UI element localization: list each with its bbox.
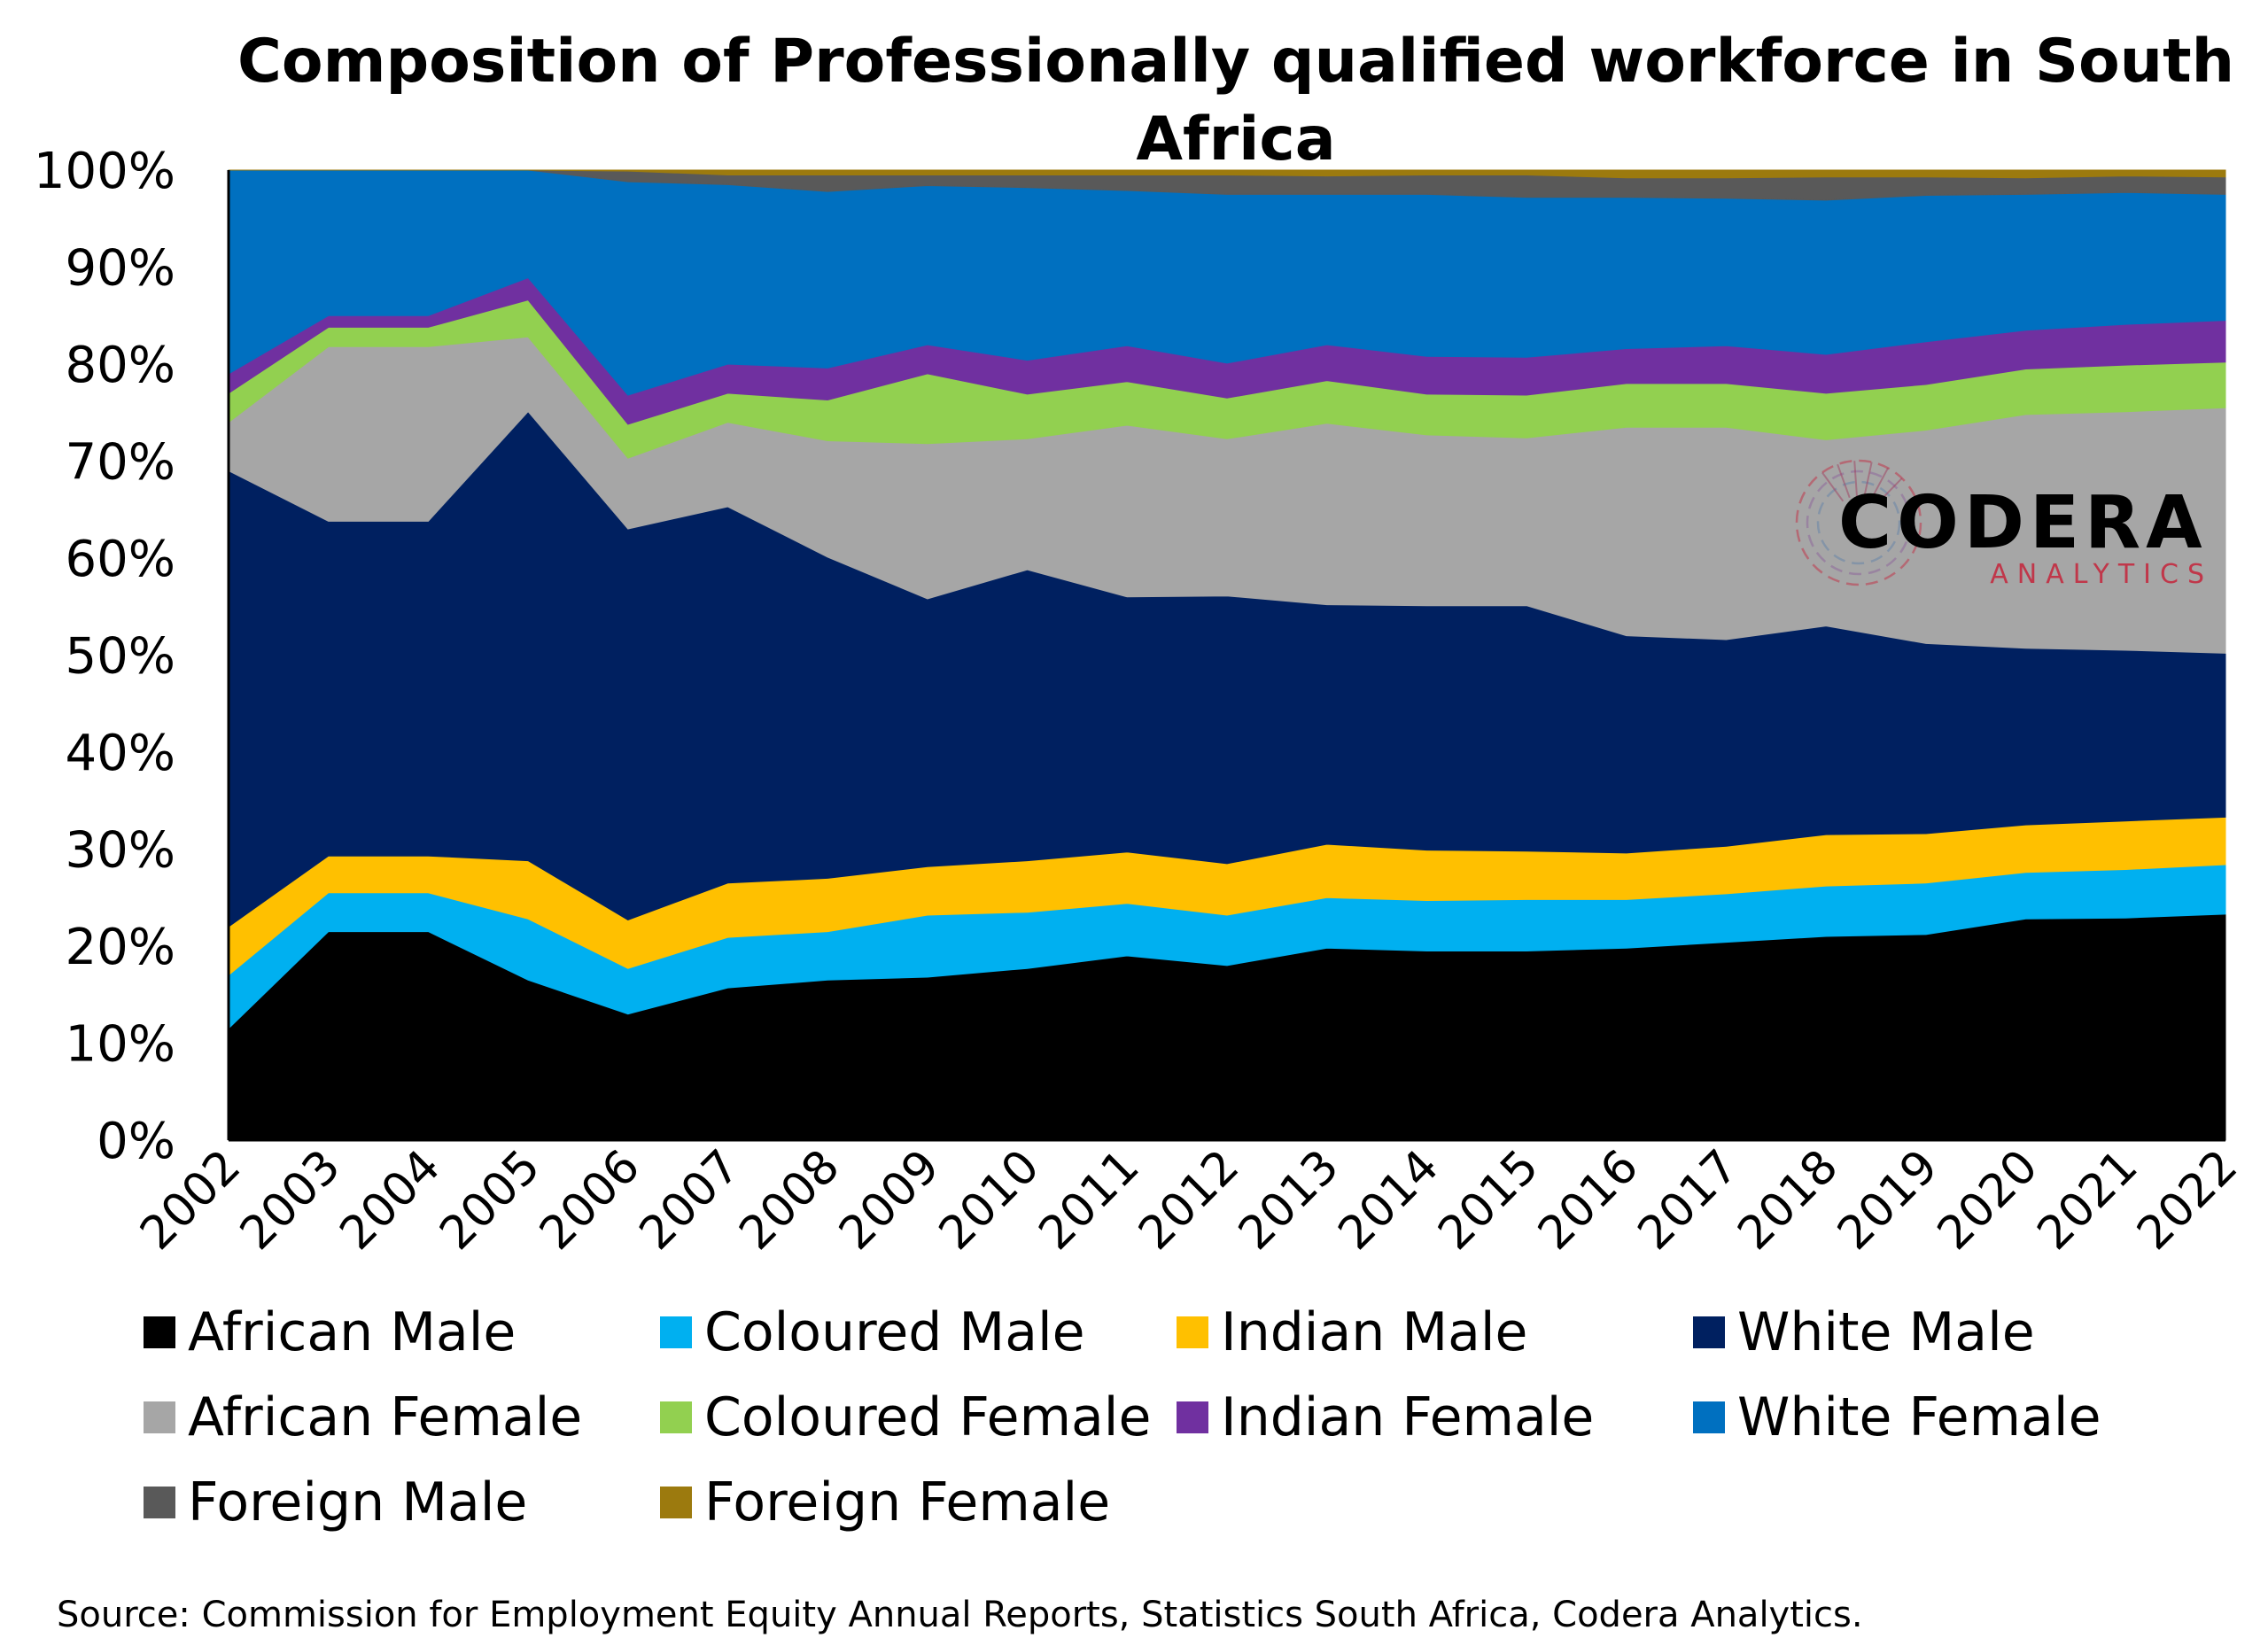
x-tick-label: 2012 bbox=[1129, 1140, 1249, 1261]
legend-item-foreign-male: Foreign Male bbox=[144, 1471, 527, 1533]
x-tick-label: 2013 bbox=[1229, 1140, 1349, 1261]
source-text: Source: Commission for Employment Equity… bbox=[57, 1595, 1863, 1635]
y-tick-label: 80% bbox=[66, 337, 175, 394]
y-tick-label: 0% bbox=[97, 1113, 175, 1170]
legend-label: African Female bbox=[188, 1386, 582, 1448]
legend-swatch bbox=[1693, 1401, 1725, 1433]
legend-swatch bbox=[660, 1401, 692, 1433]
legend-item-white-female: White Female bbox=[1693, 1386, 2101, 1448]
x-tick-label: 2006 bbox=[530, 1140, 650, 1261]
x-tick-label: 2022 bbox=[2127, 1140, 2248, 1261]
x-tick-label: 2017 bbox=[1628, 1140, 1749, 1261]
x-axis-ticks: 2002200320042005200620072008200920102011… bbox=[130, 1140, 2248, 1261]
legend-swatch bbox=[660, 1487, 692, 1518]
x-tick-label: 2007 bbox=[630, 1140, 750, 1261]
source-note: Source: Commission for Employment Equity… bbox=[57, 1595, 1863, 1635]
legend-swatch bbox=[660, 1316, 692, 1348]
y-tick-label: 90% bbox=[66, 240, 175, 298]
y-tick-label: 40% bbox=[66, 725, 175, 782]
axes bbox=[227, 170, 2225, 1142]
logo-name: CODERA bbox=[1838, 481, 2208, 565]
legend-item-coloured-male: Coloured Male bbox=[660, 1301, 1085, 1363]
chart-title: Composition of Professionally qualified … bbox=[237, 27, 2234, 175]
legend-label: Coloured Female bbox=[704, 1386, 1151, 1448]
legend: African Male Coloured Male Indian Male Whit… bbox=[144, 1301, 2101, 1533]
legend-item-foreign-female: Foreign Female bbox=[660, 1471, 1110, 1533]
legend-label: Indian Female bbox=[1221, 1386, 1594, 1448]
legend-label: Indian Male bbox=[1221, 1301, 1527, 1363]
x-tick-label: 2003 bbox=[230, 1140, 351, 1261]
x-tick-label: 2016 bbox=[1528, 1140, 1649, 1261]
legend-item-white-male: White Male bbox=[1693, 1301, 2035, 1363]
x-tick-label: 2020 bbox=[1928, 1140, 2048, 1261]
x-tick-label: 2021 bbox=[2027, 1140, 2148, 1261]
y-tick-label: 100% bbox=[34, 143, 175, 200]
circuit-circle-icon bbox=[1795, 459, 1922, 586]
y-tick-label: 60% bbox=[66, 531, 175, 588]
y-tick-label: 30% bbox=[66, 822, 175, 880]
x-tick-label: 2019 bbox=[1828, 1140, 1948, 1261]
legend-label: African Male bbox=[188, 1301, 516, 1363]
y-tick-label: 50% bbox=[66, 628, 175, 686]
y-tick-label: 20% bbox=[66, 919, 175, 976]
x-tick-label: 2009 bbox=[829, 1140, 950, 1261]
legend-swatch bbox=[144, 1487, 175, 1518]
legend-label: White Male bbox=[1737, 1301, 2035, 1363]
legend-item-african-male: African Male bbox=[144, 1301, 516, 1363]
legend-label: Foreign Female bbox=[704, 1471, 1110, 1533]
legend-swatch bbox=[144, 1401, 175, 1433]
x-tick-label: 2004 bbox=[330, 1140, 451, 1261]
x-tick-label: 2011 bbox=[1029, 1140, 1149, 1261]
x-tick-label: 2018 bbox=[1728, 1140, 1848, 1261]
legend-swatch bbox=[1177, 1401, 1208, 1433]
legend-label: Coloured Male bbox=[704, 1301, 1085, 1363]
x-tick-label: 2005 bbox=[430, 1140, 550, 1261]
legend-item-indian-female: Indian Female bbox=[1177, 1386, 1594, 1448]
area-foreign-female bbox=[229, 169, 2226, 179]
y-tick-label: 70% bbox=[66, 434, 175, 492]
legend-item-coloured-female: Coloured Female bbox=[660, 1386, 1151, 1448]
legend-swatch bbox=[144, 1316, 175, 1348]
x-tick-label: 2010 bbox=[929, 1140, 1050, 1261]
y-axis-ticks: 0% 10% 20% 30% 40% 50% 60% 70% 80% 90% 100% bbox=[34, 143, 175, 1170]
x-tick-label: 2008 bbox=[729, 1140, 850, 1261]
logo-tagline: ANALYTICS bbox=[1990, 559, 2213, 590]
legend-label: Foreign Male bbox=[188, 1471, 527, 1533]
x-tick-label: 2015 bbox=[1428, 1140, 1549, 1261]
legend-swatch bbox=[1693, 1316, 1725, 1348]
legend-item-indian-male: Indian Male bbox=[1177, 1301, 1527, 1363]
legend-label: White Female bbox=[1737, 1386, 2101, 1448]
area-series-group bbox=[228, 169, 2226, 1141]
legend-item-african-female: African Female bbox=[144, 1386, 582, 1448]
x-tick-label: 2014 bbox=[1329, 1140, 1449, 1261]
y-tick-label: 10% bbox=[66, 1016, 175, 1074]
legend-swatch bbox=[1177, 1316, 1208, 1348]
chart-title-text: Composition of Professionally qualified … bbox=[237, 27, 2234, 175]
